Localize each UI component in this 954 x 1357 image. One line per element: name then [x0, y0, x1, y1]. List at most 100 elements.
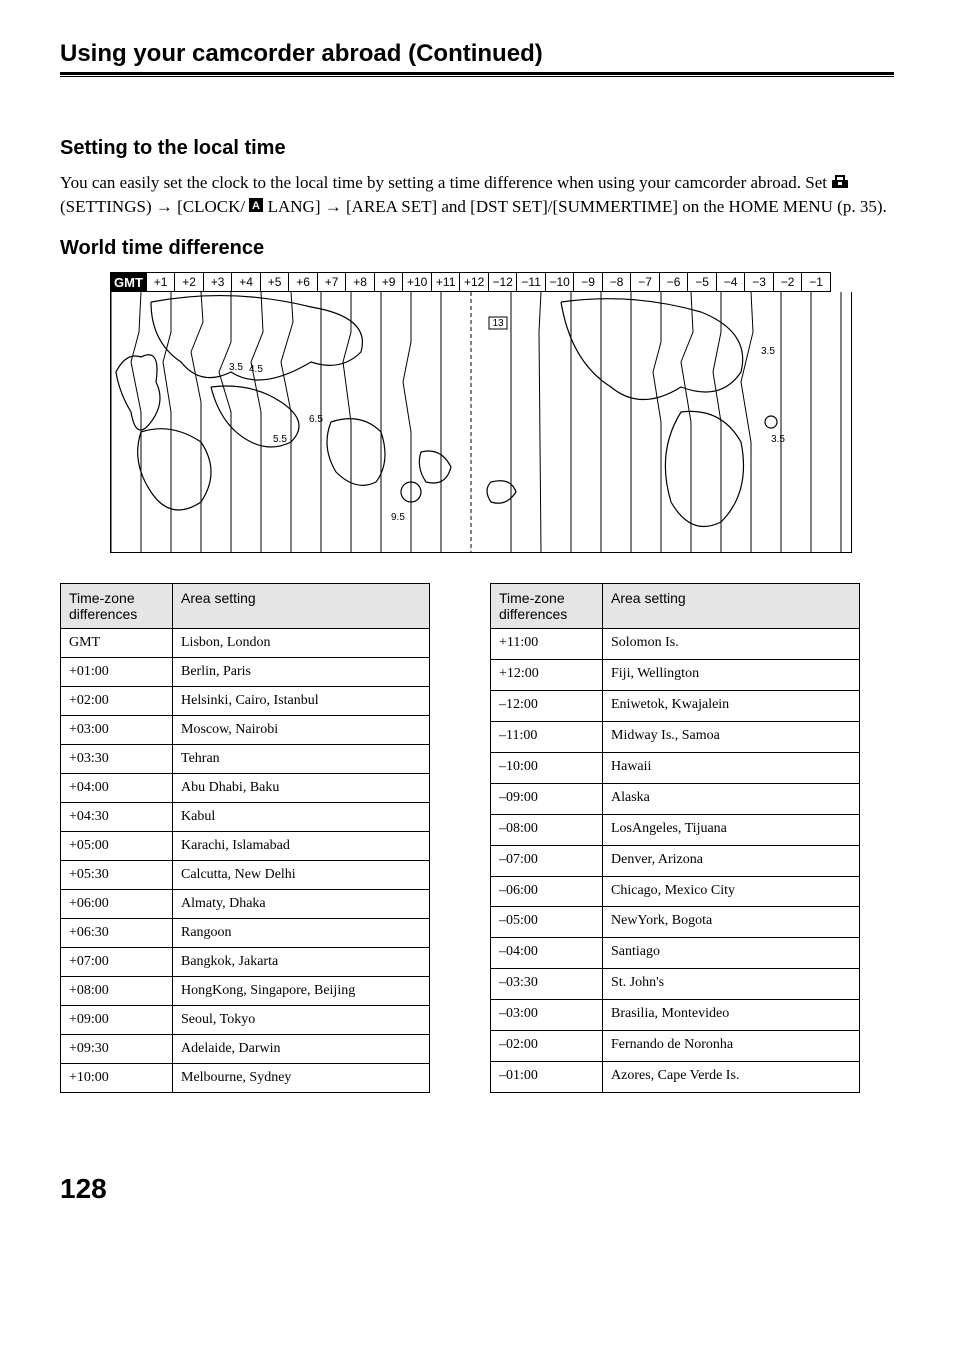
- cell-tz: +04:00: [61, 774, 173, 803]
- tz-header-cells: +1+2+3+4+5+6+7+8+9+10+11+12−12−11−10−9−8…: [147, 272, 831, 292]
- cell-tz: +04:30: [61, 803, 173, 832]
- cell-area: NewYork, Bogota: [603, 907, 860, 938]
- tbody-right: +11:00Solomon Is.+12:00Fiji, Wellington–…: [491, 629, 860, 1093]
- table-row: –05:00NewYork, Bogota: [491, 907, 860, 938]
- tbody-left: GMTLisbon, London+01:00Berlin, Paris+02:…: [61, 629, 430, 1093]
- cell-area: Solomon Is.: [603, 629, 860, 660]
- table-row: +12:00Fiji, Wellington: [491, 660, 860, 691]
- table-row: –10:00Hawaii: [491, 752, 860, 783]
- tables-row: Time-zone differences Area setting GMTLi…: [60, 583, 894, 1093]
- map-label-6p5: 6.5: [309, 414, 323, 425]
- th-area-left: Area setting: [173, 584, 430, 629]
- table-row: +03:00Moscow, Nairobi: [61, 716, 430, 745]
- table-row: +03:30Tehran: [61, 745, 430, 774]
- cell-area: Fiji, Wellington: [603, 660, 860, 691]
- text-clock: [CLOCK/: [177, 197, 245, 216]
- table-row: –06:00Chicago, Mexico City: [491, 876, 860, 907]
- cell-tz: –03:00: [491, 1000, 603, 1031]
- table-row: GMTLisbon, London: [61, 629, 430, 658]
- table-row: +09:30Adelaide, Darwin: [61, 1035, 430, 1064]
- arrow-2: →: [325, 197, 342, 216]
- table-row: +10:00Melbourne, Sydney: [61, 1064, 430, 1093]
- title-rule-thin: [60, 76, 894, 77]
- tz-offset-cell: −9: [574, 272, 603, 292]
- table-row: +09:00Seoul, Tokyo: [61, 1006, 430, 1035]
- cell-area: Lisbon, London: [173, 629, 430, 658]
- map-label-3p5-b: 3.5: [761, 346, 775, 357]
- gmt-label: GMT: [110, 272, 147, 292]
- tz-offset-cell: +12: [460, 272, 489, 292]
- continued-title: Using your camcorder abroad (Continued): [60, 40, 894, 68]
- arrow-1: →: [156, 197, 173, 216]
- tz-offset-cell: +8: [346, 272, 375, 292]
- heading-world-time-diff: World time difference: [60, 237, 894, 260]
- table-row: –04:00Santiago: [491, 938, 860, 969]
- cell-area: Karachi, Islamabad: [173, 832, 430, 861]
- cell-tz: –05:00: [491, 907, 603, 938]
- cell-area: Hawaii: [603, 752, 860, 783]
- tz-offset-cell: −4: [717, 272, 746, 292]
- cell-tz: –07:00: [491, 845, 603, 876]
- table-row: +06:00Almaty, Dhaka: [61, 890, 430, 919]
- world-map: GMT +1+2+3+4+5+6+7+8+9+10+11+12−12−11−10…: [110, 272, 894, 553]
- table-row: +05:30Calcutta, New Delhi: [61, 861, 430, 890]
- tz-offset-cell: +5: [261, 272, 290, 292]
- cell-tz: +10:00: [61, 1064, 173, 1093]
- cell-area: St. John's: [603, 969, 860, 1000]
- cell-tz: GMT: [61, 629, 173, 658]
- text-lang-suffix: LANG]: [268, 197, 325, 216]
- cell-area: Brasilia, Montevideo: [603, 1000, 860, 1031]
- table-row: +05:00Karachi, Islamabad: [61, 832, 430, 861]
- cell-area: Rangoon: [173, 919, 430, 948]
- cell-area: Chicago, Mexico City: [603, 876, 860, 907]
- cell-tz: +12:00: [491, 660, 603, 691]
- cell-area: Fernando de Noronha: [603, 1031, 860, 1062]
- cell-tz: +01:00: [61, 658, 173, 687]
- table-row: +08:00HongKong, Singapore, Beijing: [61, 977, 430, 1006]
- timezone-table-left: Time-zone differences Area setting GMTLi…: [60, 583, 430, 1093]
- text-area-set: [AREA SET] and [DST SET]/[SUMMERTIME] on…: [346, 197, 887, 216]
- cell-area: Alaska: [603, 783, 860, 814]
- cell-area: Eniwetok, Kwajalein: [603, 690, 860, 721]
- cell-tz: –10:00: [491, 752, 603, 783]
- map-label-13: 13: [492, 318, 504, 329]
- map-label-4p5: 4.5: [249, 364, 263, 375]
- tz-offset-cell: +10: [403, 272, 432, 292]
- map-label-5p5: 5.5: [273, 434, 287, 445]
- table-row: +06:30Rangoon: [61, 919, 430, 948]
- svg-text:A: A: [252, 200, 260, 212]
- cell-area: Seoul, Tokyo: [173, 1006, 430, 1035]
- body-local-time: You can easily set the clock to the loca…: [60, 172, 894, 219]
- cell-tz: +09:00: [61, 1006, 173, 1035]
- table-row: –09:00Alaska: [491, 783, 860, 814]
- cell-area: Adelaide, Darwin: [173, 1035, 430, 1064]
- cell-tz: +03:00: [61, 716, 173, 745]
- tz-offset-cell: +2: [175, 272, 204, 292]
- table-row: +02:00Helsinki, Cairo, Istanbul: [61, 687, 430, 716]
- cell-area: Tehran: [173, 745, 430, 774]
- cell-tz: –11:00: [491, 721, 603, 752]
- cell-area: Melbourne, Sydney: [173, 1064, 430, 1093]
- tz-offset-cell: +11: [432, 272, 461, 292]
- tz-offset-cell: −11: [517, 272, 546, 292]
- cell-tz: –04:00: [491, 938, 603, 969]
- text-settings: (SETTINGS): [60, 197, 156, 216]
- cell-area: Bangkok, Jakarta: [173, 948, 430, 977]
- tz-offset-cell: −3: [745, 272, 774, 292]
- table-row: –03:00Brasilia, Montevideo: [491, 1000, 860, 1031]
- th-tz-left: Time-zone differences: [61, 584, 173, 629]
- map-label-3p5-a: 3.5: [229, 362, 243, 373]
- cell-area: Helsinki, Cairo, Istanbul: [173, 687, 430, 716]
- cell-tz: –01:00: [491, 1062, 603, 1093]
- cell-tz: +07:00: [61, 948, 173, 977]
- table-row: +11:00Solomon Is.: [491, 629, 860, 660]
- cell-tz: +02:00: [61, 687, 173, 716]
- cell-area: Abu Dhabi, Baku: [173, 774, 430, 803]
- tz-offset-cell: −2: [774, 272, 803, 292]
- cell-area: Calcutta, New Delhi: [173, 861, 430, 890]
- cell-tz: +05:30: [61, 861, 173, 890]
- tz-offset-cell: +9: [375, 272, 404, 292]
- heading-setting-local-time: Setting to the local time: [60, 137, 894, 160]
- cell-tz: +11:00: [491, 629, 603, 660]
- map-svg: 13 3.5 4.5 5.5 6.5 9.5 3.5 3.5: [111, 292, 851, 552]
